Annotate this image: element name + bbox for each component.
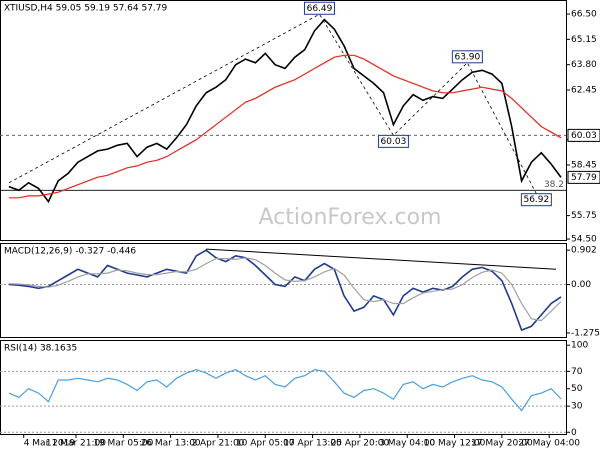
x-tick-label: 27 May 04:00 [518, 439, 580, 449]
series-line [8, 368, 562, 412]
annotation-box [451, 50, 483, 64]
price-label: 60.03 [571, 131, 597, 141]
y-tick-label: -1.275 [571, 329, 600, 339]
x-tick-label: 19 Mar 05:00 [93, 439, 153, 449]
panel-title: XTIUSD,H4 59.05 59.19 57.64 57.79 [4, 4, 168, 14]
panel-frame [0, 0, 567, 241]
series-line [8, 257, 562, 322]
y-tick-label: 70 [571, 367, 583, 377]
x-tick-label: 17 May 20:00 [471, 439, 533, 449]
x-tick-label: 17 Apr 13:00 [283, 439, 342, 449]
series-line [8, 249, 562, 332]
y-tick-label: 66.50 [571, 10, 597, 20]
y-tick-label: 0.902 [571, 246, 597, 256]
x-tick-label: 10 May 12:00 [424, 439, 486, 449]
panel-title: MACD(12,26,9) -0.327 -0.446 [4, 247, 136, 257]
annotation: 63.90 [454, 52, 480, 62]
panel-frame [0, 340, 567, 435]
price-box [567, 170, 600, 184]
series-line [8, 54, 562, 199]
annotation-box [520, 193, 552, 207]
y-tick-label: 58.45 [571, 161, 597, 171]
annotation-box [377, 134, 409, 148]
x-tick-label: 10 Apr 05:00 [236, 439, 295, 449]
y-tick-label: 62.45 [571, 86, 597, 96]
price-box [567, 128, 600, 142]
x-tick-label: 2 Apr 21:00 [191, 439, 244, 449]
wave-line [8, 13, 537, 194]
fib-label: 38.2 [544, 180, 564, 190]
annotation: 66.49 [307, 4, 333, 14]
y-tick-label: 55.75 [571, 211, 597, 221]
y-tick-label: 54.50 [571, 235, 597, 245]
x-tick-label: 11 Mar 21:00 [46, 439, 106, 449]
panel-title: RSI(14) 38.1635 [4, 344, 77, 354]
y-tick-label: 0.00 [571, 280, 591, 290]
y-tick-label: 50 [571, 384, 583, 394]
y-tick-label: 100 [571, 341, 588, 351]
x-tick-label: 3 May 04:00 [379, 439, 435, 449]
annotation: 60.03 [381, 137, 407, 147]
series-line [8, 18, 562, 204]
annotation-box [303, 1, 335, 15]
y-tick-label: 65.15 [571, 35, 597, 45]
y-tick-label: 30 [571, 402, 583, 412]
x-tick-label: 25 Apr 20:00 [331, 439, 390, 449]
x-tick-label: 4 Mar 2019 [24, 439, 76, 449]
y-tick-label: 0 [571, 428, 577, 438]
panel-frame [0, 243, 567, 338]
trend-line [206, 248, 557, 270]
price-label: 57.79 [571, 173, 597, 183]
watermark: ActionForex.com [259, 205, 442, 230]
x-tick-label: 26 Mar 13:00 [141, 439, 201, 449]
annotation: 56.92 [523, 195, 549, 205]
y-tick-label: 63.80 [571, 60, 597, 70]
